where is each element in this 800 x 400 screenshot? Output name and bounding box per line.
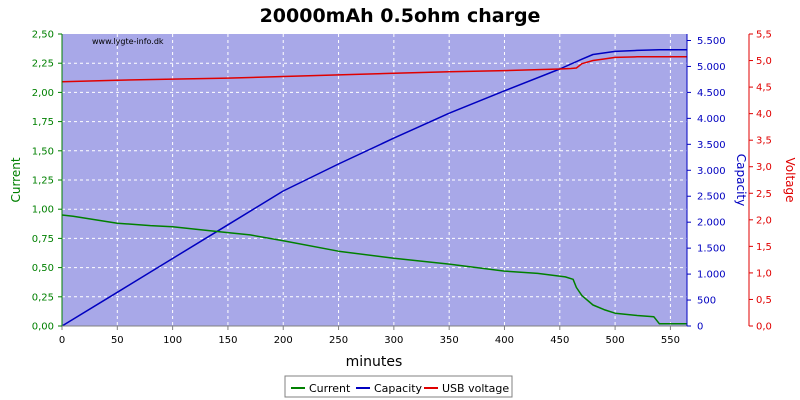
current-tick-label: 0,25 bbox=[32, 292, 54, 303]
x-tick-label: 0 bbox=[59, 335, 65, 346]
x-tick-label: 100 bbox=[163, 335, 182, 346]
x-tick-label: 400 bbox=[495, 335, 514, 346]
current-axis-title: Current bbox=[9, 157, 23, 202]
tick-group: 0 50 100 150 200 250 300 350 400 450 500 5500,000,2… bbox=[32, 30, 772, 347]
x-tick-label: 150 bbox=[218, 335, 237, 346]
voltage-tick-label: 2,0 bbox=[756, 215, 772, 226]
legend-capacity-label: Capacity bbox=[374, 382, 423, 395]
capacity-tick-label: 5.500 bbox=[697, 36, 726, 47]
legend-current-label: Current bbox=[309, 382, 351, 395]
legend: Current Capacity USB voltage bbox=[284, 375, 513, 398]
x-tick-label: 200 bbox=[274, 335, 293, 346]
capacity-tick-label: 500 bbox=[697, 296, 716, 307]
voltage-tick-label: 5,5 bbox=[756, 30, 772, 41]
x-tick-label: 350 bbox=[440, 335, 459, 346]
current-tick-label: 0,50 bbox=[32, 263, 54, 274]
series-line-current bbox=[61, 214, 687, 325]
voltage-axis-title: Voltage bbox=[783, 157, 797, 202]
x-tick-label: 50 bbox=[111, 335, 124, 346]
capacity-tick-label: 3.500 bbox=[697, 140, 726, 151]
chart-title: 20000mAh 0.5ohm charge bbox=[260, 5, 541, 27]
current-tick-label: 2,25 bbox=[32, 59, 54, 70]
current-tick-label: 2,00 bbox=[32, 88, 54, 99]
current-tick-label: 1,25 bbox=[32, 176, 54, 187]
voltage-tick-label: 5,0 bbox=[756, 56, 772, 67]
x-tick-label: 250 bbox=[329, 335, 348, 346]
capacity-tick-label: 0 bbox=[697, 322, 703, 333]
axes-group bbox=[61, 34, 750, 327]
capacity-axis-title: Capacity bbox=[734, 154, 748, 206]
series-line-capacity bbox=[61, 49, 687, 327]
series-group bbox=[61, 49, 687, 327]
current-tick-label: 1,00 bbox=[32, 205, 54, 216]
voltage-tick-label: 4,5 bbox=[756, 83, 772, 94]
current-tick-label: 2,50 bbox=[32, 30, 54, 41]
x-tick-label: 450 bbox=[550, 335, 569, 346]
capacity-tick-label: 2.500 bbox=[697, 192, 726, 203]
capacity-tick-label: 3.000 bbox=[697, 166, 726, 177]
x-tick-label: 300 bbox=[384, 335, 403, 346]
voltage-tick-label: 0,5 bbox=[756, 295, 772, 306]
current-tick-label: 0,00 bbox=[32, 322, 54, 333]
voltage-tick-label: 1,0 bbox=[756, 268, 772, 279]
capacity-tick-label: 2.000 bbox=[697, 218, 726, 229]
current-tick-label: 1,50 bbox=[32, 146, 54, 157]
capacity-tick-label: 1.000 bbox=[697, 270, 726, 281]
x-tick-label: 550 bbox=[661, 335, 680, 346]
capacity-tick-label: 4.000 bbox=[697, 114, 726, 125]
current-tick-label: 1,75 bbox=[32, 117, 54, 128]
voltage-tick-label: 4,0 bbox=[756, 109, 772, 120]
capacity-tick-label: 5.000 bbox=[697, 62, 726, 73]
voltage-tick-label: 0,0 bbox=[756, 322, 772, 333]
voltage-tick-label: 3,5 bbox=[756, 136, 772, 147]
series-line-usb-voltage bbox=[61, 56, 687, 83]
voltage-tick-label: 2,5 bbox=[756, 189, 772, 200]
watermark-text: www.lygte-info.dk bbox=[92, 37, 164, 46]
x-tick-label: 500 bbox=[606, 335, 625, 346]
legend-voltage-label: USB voltage bbox=[442, 382, 509, 395]
current-tick-label: 0,75 bbox=[32, 234, 54, 245]
voltage-tick-label: 3,0 bbox=[756, 162, 772, 173]
grid-lines bbox=[62, 34, 687, 326]
capacity-tick-label: 4.500 bbox=[697, 88, 726, 99]
voltage-tick-label: 1,5 bbox=[756, 242, 772, 253]
capacity-tick-label: 1.500 bbox=[697, 244, 726, 255]
legend-box bbox=[284, 375, 513, 398]
x-axis-title: minutes bbox=[346, 354, 403, 370]
